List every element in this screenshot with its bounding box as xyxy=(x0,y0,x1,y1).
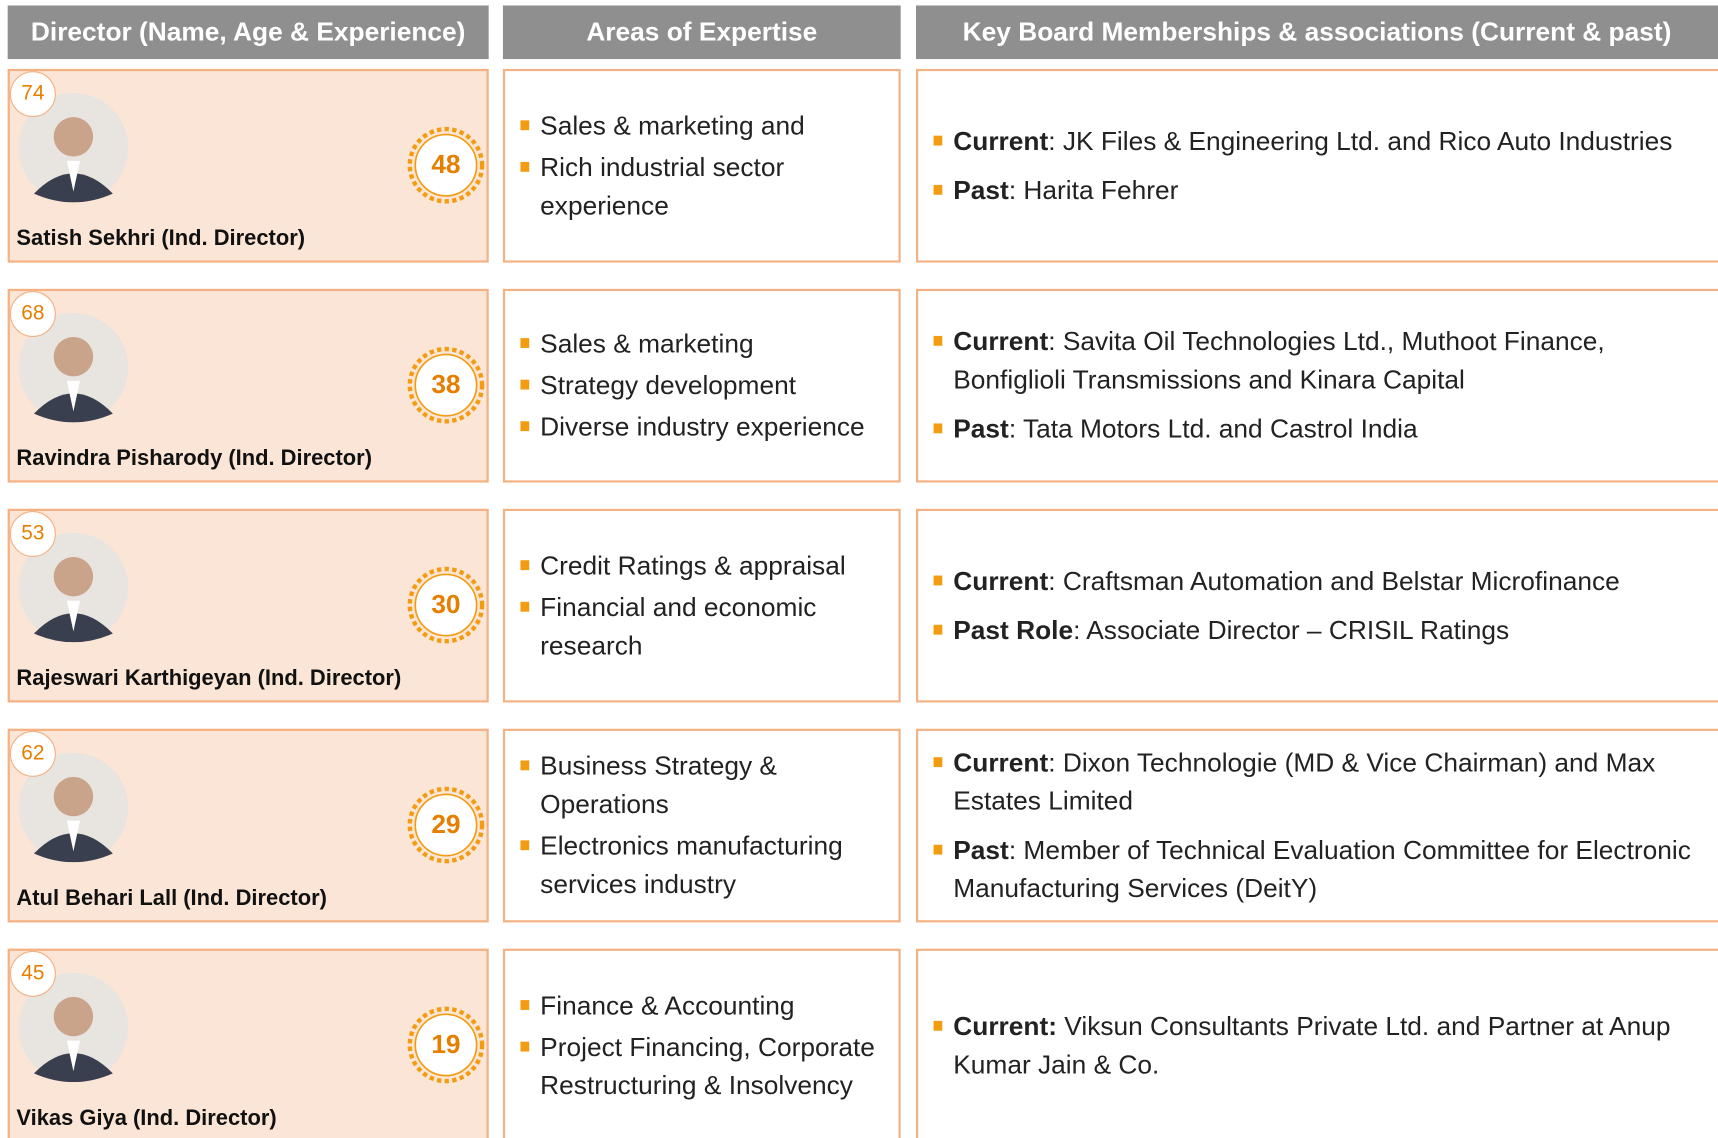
membership-label: Past xyxy=(953,835,1009,865)
age-badge: 68 xyxy=(9,291,56,338)
membership-text: : Savita Oil Technologies Ltd., Muthoot … xyxy=(953,327,1605,396)
experience-badge: 30 xyxy=(407,566,485,644)
expertise-item: Project Financing, Corporate Restructuri… xyxy=(518,1028,887,1105)
expertise-cell: Finance & Accounting Project Financing, C… xyxy=(502,948,901,1138)
expertise-item: Diverse industry experience xyxy=(518,408,887,446)
membership-item: Current: Savita Oil Technologies Ltd., M… xyxy=(931,323,1698,400)
experience-years: 19 xyxy=(431,1029,460,1059)
membership-list: Current: Dixon Technologie (MD & Vice Ch… xyxy=(931,733,1718,919)
expertise-cell: Credit Ratings & appraisal Financial and … xyxy=(502,508,901,703)
membership-label: Current xyxy=(953,327,1049,357)
age-badge: 53 xyxy=(9,510,56,557)
membership-list: Current: JK Files & Engineering Ltd. and… xyxy=(931,111,1718,220)
director-photo xyxy=(18,312,129,423)
director-cell: 68 38 Ravindra Pisharody (Ind. Director) xyxy=(7,288,489,483)
membership-text: : Craftsman Automation and Belstar Micro… xyxy=(1048,566,1620,596)
experience-years: 38 xyxy=(431,369,460,399)
membership-cell: Current: Savita Oil Technologies Ltd., M… xyxy=(916,288,1718,483)
director-photo xyxy=(18,752,129,863)
membership-label: Past xyxy=(953,175,1009,206)
expertise-cell: Sales & marketing and Rich industrial sec… xyxy=(502,68,901,263)
membership-item: Current: Craftsman Automation and Belsta… xyxy=(931,562,1698,600)
membership-item: Past: Harita Fehrer xyxy=(931,171,1698,209)
expertise-item: Credit Ratings & appraisal xyxy=(518,547,887,585)
director-name: Vikas Giya (Ind. Director) xyxy=(16,1106,277,1131)
membership-text: : Tata Motors Ltd. and Castrol India xyxy=(1008,414,1418,445)
membership-item: Current: Dixon Technologie (MD & Vice Ch… xyxy=(931,744,1698,821)
membership-item: Past Role: Associate Director – CRISIL R… xyxy=(931,611,1698,649)
age-badge: 62 xyxy=(9,730,56,777)
column-header: Areas of Expertise xyxy=(502,5,901,60)
membership-item: Past: Tata Motors Ltd. and Castrol India xyxy=(931,410,1698,448)
expertise-list: Finance & Accounting Project Financing, C… xyxy=(518,983,887,1108)
experience-badge: 38 xyxy=(407,346,485,424)
experience-years: 30 xyxy=(431,589,460,619)
expertise-list: Sales & marketing and Rich industrial sec… xyxy=(518,103,887,228)
director-cell: 62 29 Atul Behari Lall (Ind. Director) xyxy=(7,728,489,923)
expertise-item: Electronics manufacturing services indus… xyxy=(518,827,887,904)
expertise-list: Sales & marketing Strategy development Div… xyxy=(518,322,887,450)
experience-years: 29 xyxy=(431,809,460,839)
director-photo xyxy=(18,532,129,643)
membership-label: Current xyxy=(953,566,1049,596)
membership-label: Past xyxy=(953,414,1009,445)
membership-text: : Associate Director – CRISIL Ratings xyxy=(1073,615,1510,646)
expertise-list: Business Strategy & Operations Electronic… xyxy=(518,744,887,907)
expertise-item: Financial and economic research xyxy=(518,588,887,665)
membership-cell: Current: Craftsman Automation and Belsta… xyxy=(916,508,1718,703)
director-photo xyxy=(18,93,129,203)
membership-cell: Current: Viksun Consultants Private Ltd.… xyxy=(916,948,1718,1138)
expertise-item: Strategy development xyxy=(518,367,887,405)
expertise-cell: Business Strategy & Operations Electronic… xyxy=(502,728,901,923)
director-name: Ravindra Pisharody (Ind. Director) xyxy=(16,446,373,471)
director-cell: 74 48 Satish Sekhri (Ind. Director) xyxy=(7,68,489,263)
experience-badge: 19 xyxy=(407,1006,485,1084)
expertise-item: Finance & Accounting xyxy=(518,986,887,1024)
expertise-item: Rich industrial sector experience xyxy=(518,148,887,225)
membership-cell: Current: JK Files & Engineering Ltd. and… xyxy=(916,68,1718,263)
membership-list: Current: Viksun Consultants Private Ltd.… xyxy=(931,996,1718,1094)
membership-text: : Dixon Technologie (MD & Vice Chairman)… xyxy=(953,747,1656,816)
membership-item: Current: JK Files & Engineering Ltd. and… xyxy=(931,122,1698,160)
age-badge: 74 xyxy=(9,71,56,118)
director-cell: 45 19 Vikas Giya (Ind. Director) xyxy=(7,948,489,1138)
membership-cell: Current: Dixon Technologie (MD & Vice Ch… xyxy=(916,728,1718,923)
membership-text: : JK Files & Engineering Ltd. and Rico A… xyxy=(1048,126,1673,156)
experience-badge: 29 xyxy=(407,786,485,864)
director-name: Satish Sekhri (Ind. Director) xyxy=(16,226,306,251)
membership-text: : Member of Technical Evaluation Committ… xyxy=(953,835,1691,904)
expertise-cell: Sales & marketing Strategy development Div… xyxy=(502,288,901,483)
membership-item: Past: Member of Technical Evaluation Com… xyxy=(931,831,1698,908)
experience-years: 48 xyxy=(431,149,460,179)
expertise-item: Business Strategy & Operations xyxy=(518,747,887,824)
membership-list: Current: Savita Oil Technologies Ltd., M… xyxy=(931,312,1718,460)
expertise-item: Sales & marketing xyxy=(518,325,887,363)
expertise-item: Sales & marketing and xyxy=(518,107,887,145)
membership-label: Current xyxy=(953,126,1049,156)
column-header: Director (Name, Age & Experience) xyxy=(7,5,489,60)
membership-item: Current: Viksun Consultants Private Ltd.… xyxy=(931,1007,1698,1084)
age-badge: 45 xyxy=(9,950,56,997)
director-name: Atul Behari Lall (Ind. Director) xyxy=(16,886,327,911)
membership-label: Current xyxy=(953,747,1049,778)
expertise-list: Credit Ratings & appraisal Financial and … xyxy=(518,543,887,668)
director-cell: 53 30 Rajeswari Karthigeyan (Ind. Director… xyxy=(7,508,489,703)
membership-label: Past Role xyxy=(953,615,1074,646)
membership-label: Current: xyxy=(953,1011,1057,1042)
director-photo xyxy=(18,972,129,1083)
membership-text: Viksun Consultants Private Ltd. and Part… xyxy=(953,1011,1671,1080)
director-name: Rajeswari Karthigeyan (Ind. Director) xyxy=(16,666,402,691)
membership-text: : Harita Fehrer xyxy=(1008,175,1179,206)
experience-badge: 48 xyxy=(407,126,485,204)
column-header: Key Board Memberships & associations (Cu… xyxy=(916,5,1718,60)
membership-list: Current: Craftsman Automation and Belsta… xyxy=(931,551,1718,660)
